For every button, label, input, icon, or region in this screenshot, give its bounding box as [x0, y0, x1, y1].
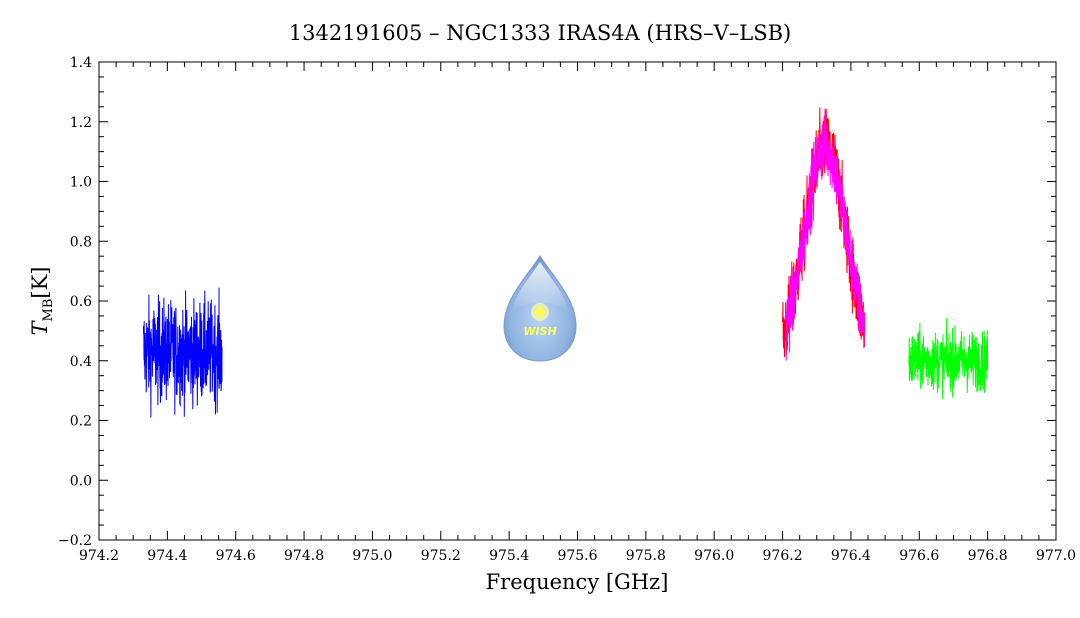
- y-axis-label: TMB[K]: [28, 267, 56, 336]
- x-tick-label: 975.8: [626, 548, 666, 564]
- y-tick-label: 1.4: [70, 55, 92, 71]
- x-tick-label: 976.4: [831, 548, 871, 564]
- logo-label: WISH: [523, 325, 556, 338]
- x-tick-label: 976.6: [899, 548, 939, 564]
- x-tick-label: 975.2: [421, 548, 461, 564]
- y-tick-label: 0.6: [70, 294, 92, 310]
- x-tick-label: 975.0: [352, 548, 392, 564]
- svg-text:TMB[K]: TMB[K]: [28, 267, 56, 336]
- y-tick-label: 0.2: [70, 414, 92, 430]
- x-axis-label: Frequency [GHz]: [486, 570, 669, 594]
- y-axis-ticks: −0.2 0.0 0.2 0.4 0.6 0.8 1.0 1.2 1.4: [58, 55, 1056, 549]
- y-tick-label: 0.8: [70, 234, 92, 250]
- y-axis-label-sub: MB: [41, 299, 56, 322]
- y-axis-label-main: T: [28, 319, 52, 335]
- wish-logo: WISH: [503, 255, 577, 362]
- x-tick-label: 974.8: [284, 548, 324, 564]
- x-tick-label: 976.2: [763, 548, 803, 564]
- series-line-0: [142, 287, 223, 418]
- y-tick-label: 0.4: [70, 354, 92, 370]
- star-icon: [531, 303, 549, 321]
- x-tick-label: 976.8: [968, 548, 1008, 564]
- series-line-2: [785, 108, 866, 361]
- x-axis-ticks: 974.2 974.4 974.6 974.8 975.0 975.2 975.4 975.6…: [79, 62, 1076, 564]
- y-tick-label: 1.0: [70, 175, 92, 191]
- x-tick-label: 975.6: [557, 548, 597, 564]
- plot-frame: [98, 61, 1057, 541]
- y-tick-label: −0.2: [58, 533, 92, 549]
- series-line-3: [908, 318, 989, 400]
- x-tick-label: 977.0: [1036, 548, 1076, 564]
- x-tick-label: 974.6: [216, 548, 256, 564]
- chart-title: 1342191605 – NGC1333 IRAS4A (HRS–V–LSB): [289, 21, 791, 45]
- y-tick-label: 0.0: [70, 473, 92, 489]
- spectrum-traces: [142, 107, 989, 418]
- x-tick-label: 976.0: [694, 548, 734, 564]
- x-tick-label: 974.4: [147, 548, 187, 564]
- y-axis-label-unit: [K]: [28, 267, 52, 299]
- y-tick-label: 1.2: [70, 115, 92, 131]
- x-tick-label: 975.4: [489, 548, 529, 564]
- x-tick-label: 974.2: [79, 548, 119, 564]
